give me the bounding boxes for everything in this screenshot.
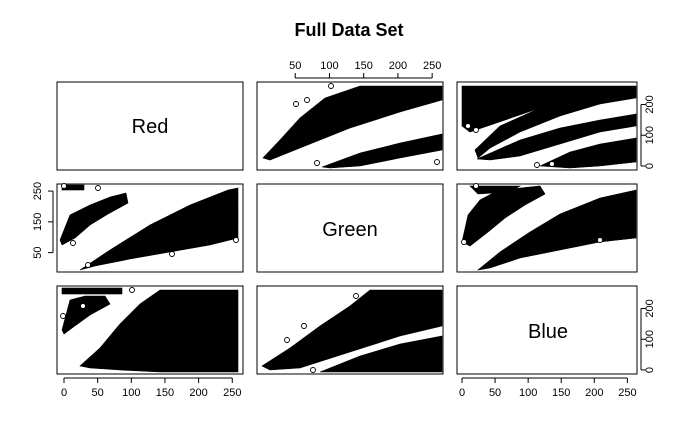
diagonal-label-blue: Blue — [528, 321, 568, 343]
left-green-tick-label: 50 — [32, 246, 44, 258]
diagonal-label-red: Red — [132, 116, 169, 138]
panel-red-diagonal — [56, 81, 244, 171]
right-red-tick-label: 100 — [644, 126, 656, 144]
point-cloud-main — [261, 289, 443, 371]
bottom-blue-tick-label: 50 — [489, 387, 501, 399]
point-cloud-lower — [476, 113, 637, 161]
right-blue-tick-label: 100 — [644, 330, 656, 348]
point-cloud-top — [469, 185, 522, 195]
panel-red-vs-blue — [56, 285, 244, 375]
bottom-blue-tick-label: 250 — [618, 387, 636, 399]
bottom-red-tick-label: 150 — [156, 387, 174, 399]
right-blue-tick-label: 200 — [644, 299, 656, 317]
panel-green-vs-red — [256, 81, 444, 171]
panel-red-vs-green — [56, 183, 244, 273]
chart-title: Full Data Set — [294, 20, 403, 40]
left-green-tick-label: 250 — [32, 182, 44, 200]
bottom-red-tick-label: 250 — [223, 387, 241, 399]
point-cloud-secondary — [321, 133, 443, 169]
bottom-red-tick-label: 50 — [92, 387, 104, 399]
top-green-tick-label: 50 — [289, 60, 301, 72]
bottom-red-tick-label: 100 — [122, 387, 140, 399]
panel-blue-diagonal — [456, 285, 638, 375]
point-cloud-secondary — [539, 137, 637, 169]
right-red-tick-label: 200 — [644, 95, 656, 113]
right-red-tick-label: 0 — [644, 163, 656, 169]
point-cloud-top — [61, 287, 123, 295]
panel-blue-vs-green — [456, 183, 638, 273]
point-cloud-main — [79, 187, 239, 271]
panel-blue-vs-red — [456, 81, 638, 171]
bottom-red-tick-label: 0 — [61, 387, 67, 399]
diagonal-label-green: Green — [322, 219, 378, 241]
point-cloud-main — [476, 189, 637, 271]
panel-green-diagonal — [256, 183, 444, 273]
bottom-blue-tick-label: 150 — [552, 387, 570, 399]
point-cloud-upper — [461, 185, 546, 247]
axes: 0 50 100 150 200 250 0 50 100 150 200 250 50 100 150 20… — [32, 60, 656, 399]
point-cloud-upper — [61, 295, 111, 335]
right-blue-tick-label: 0 — [644, 367, 656, 373]
bottom-blue-tick-label: 0 — [459, 387, 465, 399]
top-green-tick-label: 100 — [320, 60, 338, 72]
point-cloud-lower — [319, 335, 443, 373]
top-green-tick-label: 250 — [423, 60, 441, 72]
panel-green-vs-blue — [256, 285, 444, 375]
point-cloud-upper — [59, 192, 129, 246]
point-cloud-main — [79, 289, 239, 373]
top-green-tick-label: 200 — [389, 60, 407, 72]
bottom-blue-tick-label: 100 — [519, 387, 537, 399]
bottom-blue-tick-label: 200 — [585, 387, 603, 399]
top-green-tick-label: 150 — [355, 60, 373, 72]
point-cloud-main — [262, 85, 443, 161]
bottom-red-tick-label: 200 — [189, 387, 207, 399]
point-cloud-main — [461, 85, 637, 159]
left-green-tick-label: 150 — [32, 213, 44, 231]
